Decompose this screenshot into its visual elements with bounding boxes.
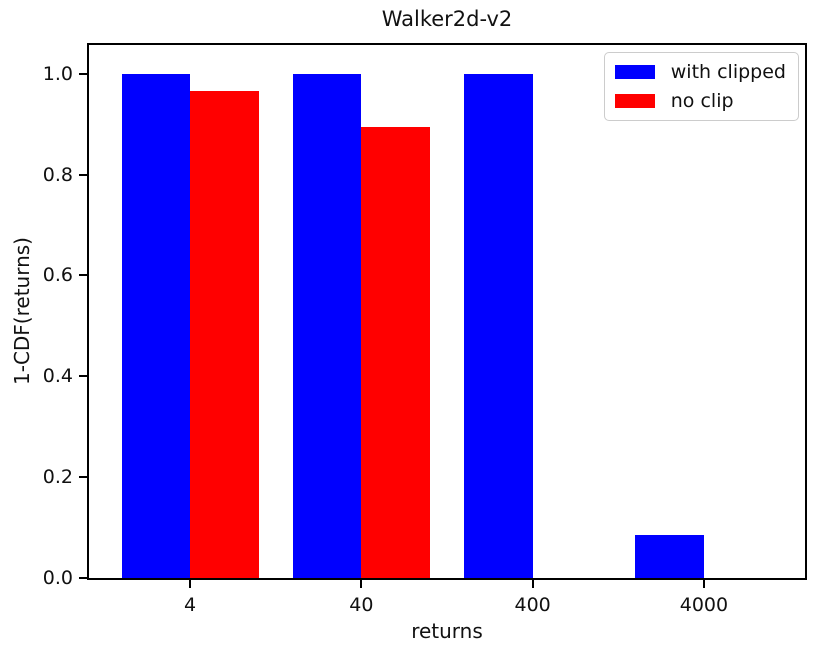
- legend-swatch-red: [614, 94, 655, 108]
- bar-no-clip-4: [190, 91, 259, 578]
- legend-swatch-blue: [614, 65, 655, 79]
- y-axis-label: 1-CDF(returns): [10, 237, 34, 385]
- x-tick-mark: [702, 580, 705, 588]
- legend-item-no-clip: no clip: [614, 90, 786, 112]
- y-tick-label: 1.0: [42, 62, 73, 85]
- y-tick-mark: [79, 274, 87, 277]
- bar-with-clipped-400: [464, 73, 533, 578]
- bar-with-clipped-4000: [635, 535, 704, 578]
- legend-label: no clip: [670, 90, 734, 112]
- legend-item-with-clipped: with clipped: [614, 61, 786, 83]
- y-tick-mark: [79, 577, 87, 579]
- x-tick-label: 4: [184, 594, 197, 616]
- x-tick-mark: [189, 580, 192, 588]
- x-tick-mark: [360, 580, 363, 588]
- y-tick-label: 0.2: [42, 466, 73, 489]
- y-tick-label: 0.4: [42, 365, 73, 388]
- x-axis-label: returns: [411, 619, 483, 643]
- bar-no-clip-40: [361, 126, 430, 578]
- chart-title: Walker2d-v2: [381, 7, 513, 31]
- x-tick-mark: [531, 580, 534, 588]
- bar-with-clipped-4: [121, 73, 191, 578]
- y-tick-label: 0.8: [42, 163, 73, 186]
- x-tick-label: 400: [514, 594, 551, 616]
- legend-label: with clipped: [670, 61, 786, 83]
- y-tick-mark: [79, 72, 87, 75]
- x-tick-label: 40: [349, 594, 374, 616]
- x-tick-label: 4000: [679, 594, 729, 616]
- plot-area: with clipped no clip 0.0 0.2 0.4 0.6 0.8 1.0 4…: [43, 43, 807, 616]
- y-tick-label: 0.6: [42, 264, 73, 287]
- bar-with-clipped-40: [292, 73, 362, 578]
- y-tick-mark: [79, 173, 87, 176]
- legend: with clipped no clip: [603, 52, 799, 121]
- y-tick-mark: [79, 476, 87, 479]
- y-tick-label: 0.0: [42, 567, 73, 589]
- y-tick-mark: [79, 375, 87, 378]
